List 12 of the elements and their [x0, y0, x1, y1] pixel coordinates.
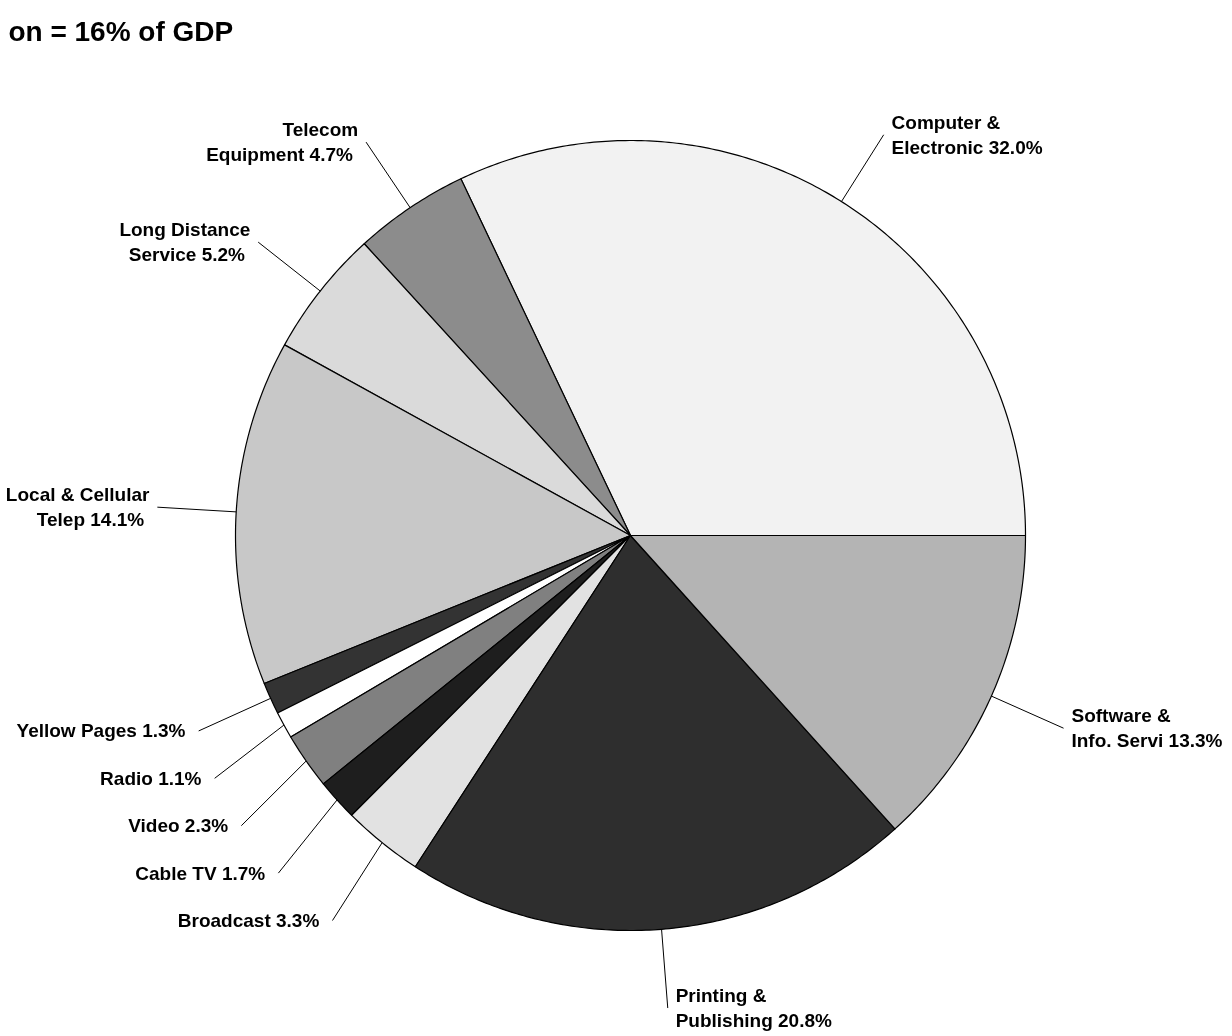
slice-label: Telecom Equipment 4.7%	[206, 119, 359, 166]
slice-label: Software & Info. Servi 13.3%	[1071, 705, 1223, 752]
chart-title: on = 16% of GDP	[8, 16, 234, 48]
slice-label: Computer & Electronic 32.0%	[891, 111, 1043, 158]
slice-label: Video 2.3%	[128, 815, 229, 837]
slice-label: Local & Cellular Telep 14.1%	[5, 484, 151, 531]
slice-label: Long Distance Service 5.2%	[119, 219, 251, 266]
slice-label: Radio 1.1%	[100, 767, 202, 789]
slice-label: Broadcast 3.3%	[177, 910, 320, 932]
slice-label: Printing & Publishing 20.8%	[675, 984, 833, 1032]
slice-label: Yellow Pages 1.3%	[16, 720, 186, 742]
slice-label: Cable TV 1.7%	[135, 862, 266, 884]
